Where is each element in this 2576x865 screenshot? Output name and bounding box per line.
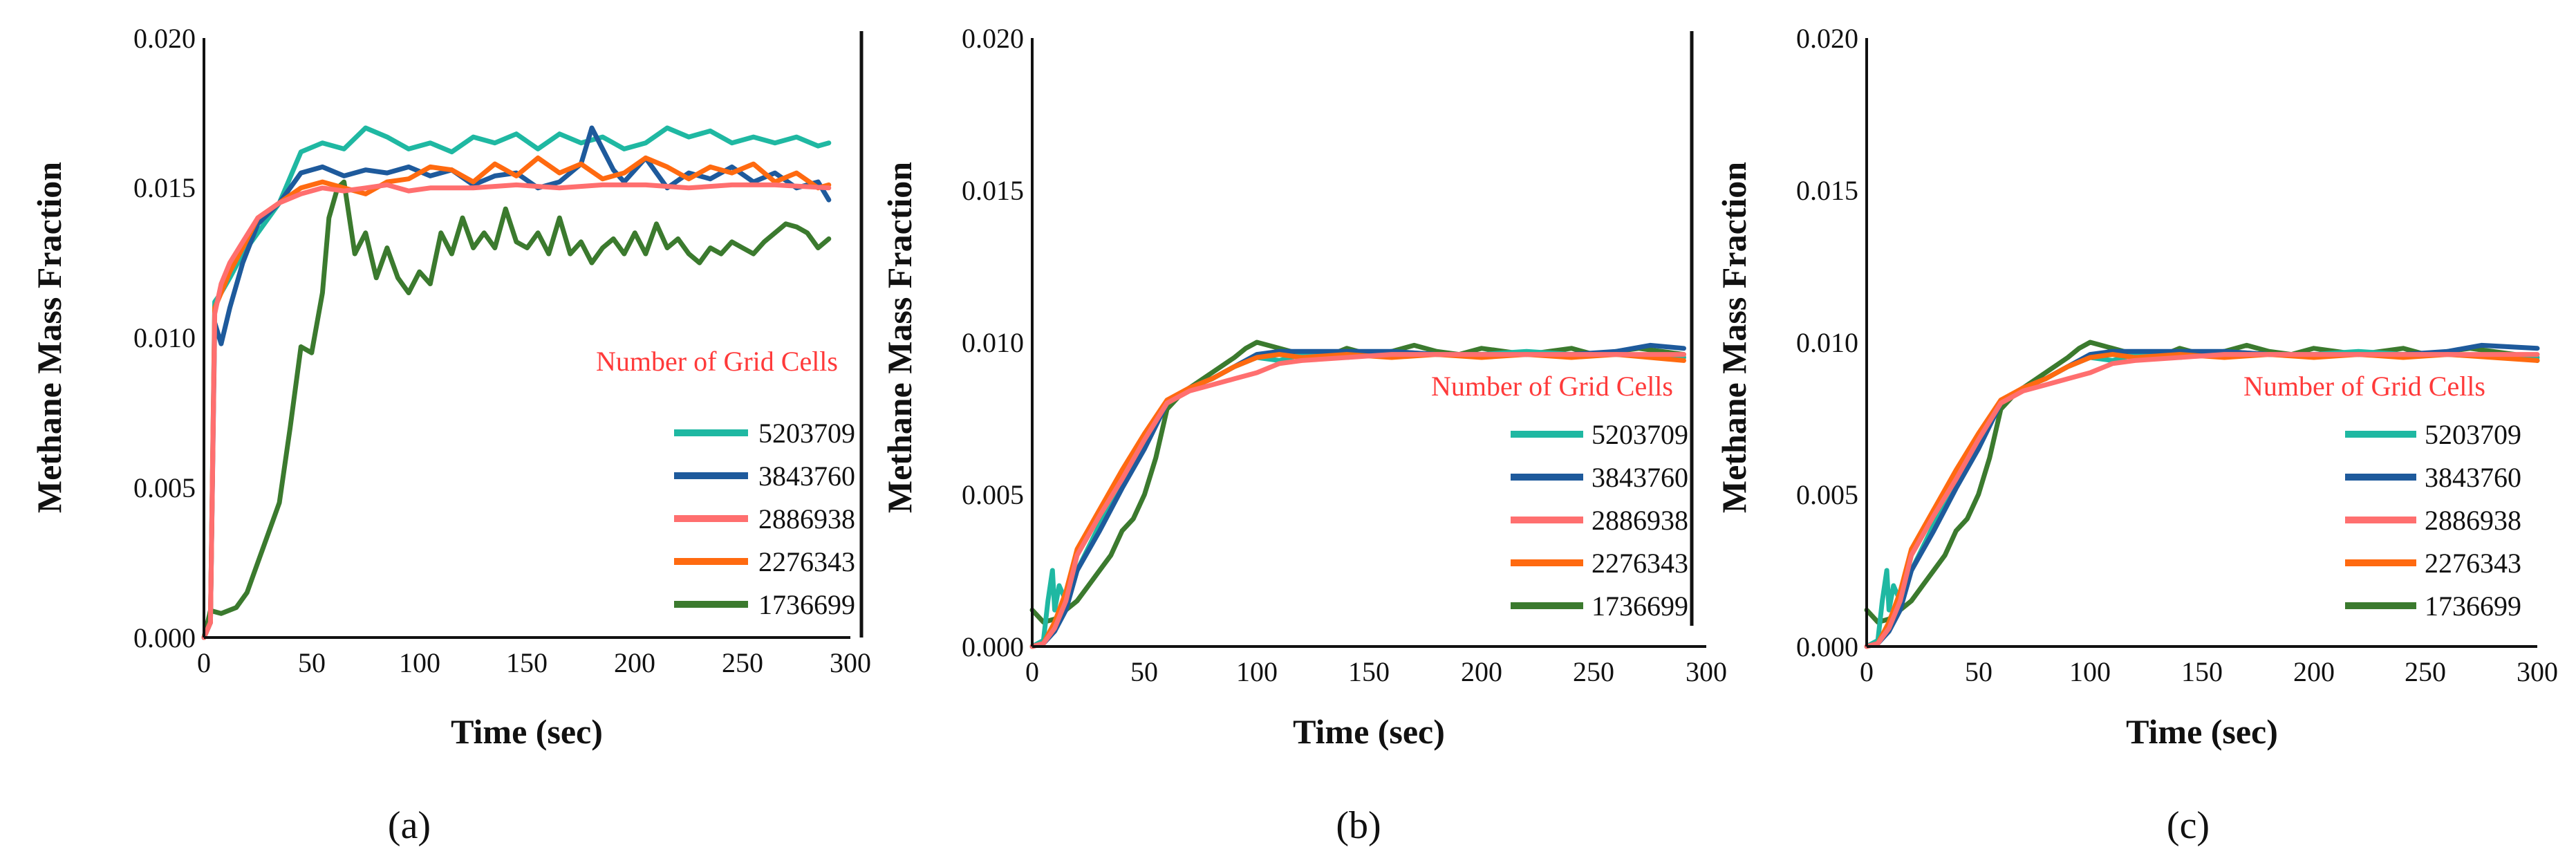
y-tick-label-a-1: 0.005 <box>133 472 196 503</box>
x-tick-label-a-1: 50 <box>298 647 326 678</box>
legend-b: 5203709 3843760 2886938 2276343 1736699 <box>1511 419 1688 622</box>
series-line-a-3843760 <box>201 125 832 640</box>
y-tick-label-a-2: 0.010 <box>133 322 196 353</box>
panel-c: 0.000 0.005 0.010 0.015 0.020 0 50 100 1… <box>1715 23 2558 847</box>
y-tick-label-c-0: 0.000 <box>1796 631 1858 662</box>
legend-label-a-3: 2276343 <box>758 546 855 577</box>
x-tick-label-a-5: 250 <box>722 647 763 678</box>
x-tick-label-b-3: 150 <box>1348 656 1390 687</box>
legend-label-a-4: 1736699 <box>758 589 855 620</box>
y-tick-label-c-1: 0.005 <box>1796 479 1858 510</box>
x-tick-label-a-2: 100 <box>399 647 440 678</box>
legend-label-a-0: 5203709 <box>758 418 855 449</box>
series-line-c-1736699 <box>1864 340 2540 625</box>
legend-label-b-4: 1736699 <box>1592 590 1688 622</box>
panel-a: 0.000 0.005 0.010 0.015 0.020 0 50 100 1… <box>30 23 871 847</box>
x-tick-label-b-4: 200 <box>1461 656 1502 687</box>
y-tick-label-b-3: 0.015 <box>962 175 1024 206</box>
x-tick-label-b-0: 0 <box>1025 656 1039 687</box>
legend-label-a-1: 3843760 <box>758 461 855 492</box>
y-axis-title-c: Methane Mass Fraction <box>1715 162 1753 513</box>
legend-label-c-1: 3843760 <box>2425 462 2521 493</box>
y-tick-label-c-4: 0.020 <box>1796 23 1858 54</box>
legend-title-c: Number of Grid Cells <box>2243 371 2485 402</box>
x-tick-label-a-6: 300 <box>830 647 871 678</box>
x-tick-label-b-1: 50 <box>1130 656 1158 687</box>
x-tick-label-b-2: 100 <box>1236 656 1278 687</box>
legend-label-a-2: 2886938 <box>758 503 855 534</box>
x-tick-label-a-0: 0 <box>197 647 211 678</box>
y-tick-label-c-2: 0.010 <box>1796 327 1858 358</box>
y-tick-label-b-2: 0.010 <box>962 327 1024 358</box>
series-line-c-2886938 <box>1864 352 2540 649</box>
legend-title-b: Number of Grid Cells <box>1431 371 1673 402</box>
y-tick-label-a-3: 0.015 <box>133 172 196 203</box>
legend-label-c-4: 1736699 <box>2425 590 2521 622</box>
legend-label-b-3: 2276343 <box>1592 548 1688 579</box>
x-tick-label-a-4: 200 <box>614 647 655 678</box>
panel-label-b: (b) <box>1336 804 1381 847</box>
panel-b: 0.000 0.005 0.010 0.015 0.020 0 50 100 1… <box>880 23 1727 847</box>
y-tick-label-c-3: 0.015 <box>1796 175 1858 206</box>
series-layer-c <box>1864 340 2540 649</box>
x-axis-title-c: Time (sec) <box>2126 712 2278 751</box>
plot-area-b <box>1032 38 1706 647</box>
y-tick-label-b-4: 0.020 <box>962 23 1024 54</box>
x-tick-label-c-2: 100 <box>2069 656 2111 687</box>
x-axis-title-a: Time (sec) <box>451 712 603 751</box>
plot-area-a <box>204 38 850 638</box>
x-tick-label-b-6: 300 <box>1686 656 1727 687</box>
y-tick-label-b-1: 0.005 <box>962 479 1024 510</box>
x-tick-label-c-3: 150 <box>2181 656 2223 687</box>
legend-label-b-0: 5203709 <box>1592 419 1688 450</box>
y-axis-title-b: Methane Mass Fraction <box>880 162 919 513</box>
x-tick-label-b-5: 250 <box>1573 656 1614 687</box>
x-tick-label-c-1: 50 <box>1965 656 1992 687</box>
x-tick-label-a-3: 150 <box>506 647 548 678</box>
y-tick-label-a-4: 0.020 <box>133 23 196 54</box>
x-tick-label-c-6: 300 <box>2517 656 2558 687</box>
x-tick-label-c-5: 250 <box>2405 656 2446 687</box>
x-tick-label-c-0: 0 <box>1860 656 1874 687</box>
x-axis-title-b: Time (sec) <box>1293 712 1445 751</box>
legend-label-b-1: 3843760 <box>1592 462 1688 493</box>
series-line-a-2886938 <box>201 182 832 640</box>
legend-label-c-0: 5203709 <box>2425 419 2521 450</box>
legend-c: 5203709 3843760 2886938 2276343 1736699 <box>2345 419 2521 622</box>
x-tick-label-c-4: 200 <box>2293 656 2335 687</box>
legend-label-c-2: 2886938 <box>2425 505 2521 536</box>
series-line-a-1736699 <box>201 179 832 640</box>
series-layer-a <box>201 125 832 640</box>
legend-title-a: Number of Grid Cells <box>596 346 838 377</box>
legend-label-c-3: 2276343 <box>2425 548 2521 579</box>
series-line-b-2886938 <box>1029 352 1686 649</box>
legend-a: 5203709 3843760 2886938 2276343 1736699 <box>674 418 855 620</box>
y-axis-title-a: Methane Mass Fraction <box>30 162 68 513</box>
panel-label-c: (c) <box>2167 804 2210 847</box>
legend-label-b-2: 2886938 <box>1592 505 1688 536</box>
y-tick-label-b-0: 0.000 <box>962 631 1024 662</box>
plot-area-c <box>1867 38 2537 647</box>
y-tick-label-a-0: 0.000 <box>133 622 196 653</box>
series-layer-b <box>1029 340 1686 649</box>
panel-label-a: (a) <box>388 804 431 847</box>
